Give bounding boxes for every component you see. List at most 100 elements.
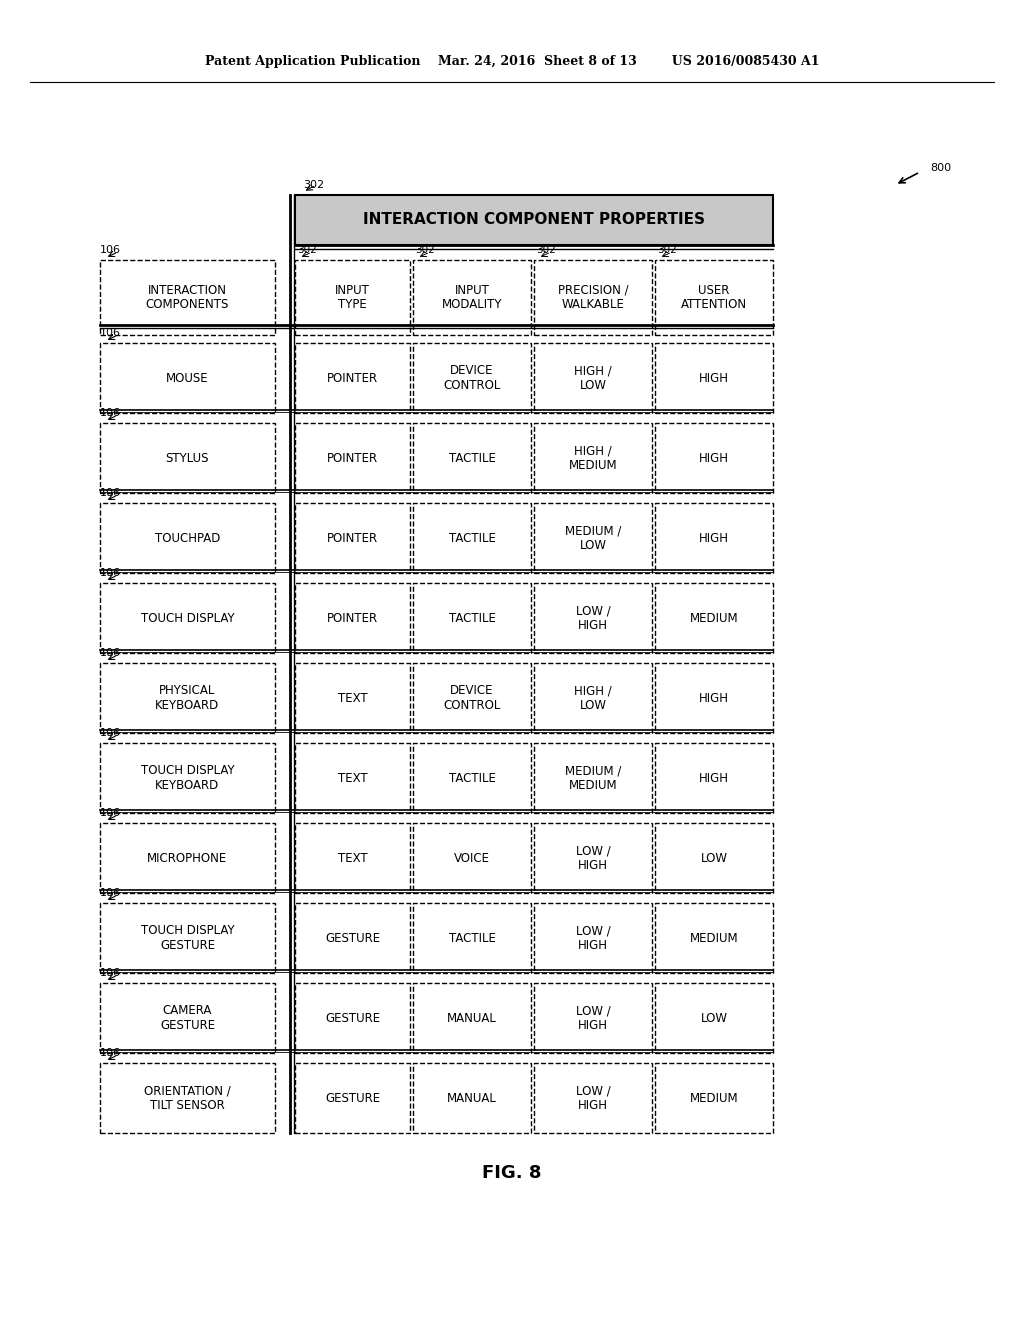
Text: 106: 106 [100,888,121,898]
Text: DEVICE
CONTROL: DEVICE CONTROL [443,364,501,392]
Text: 106: 106 [100,648,121,657]
Bar [413,503,531,573]
Text: TOUCHPAD: TOUCHPAD [155,532,220,544]
Text: TACTILE: TACTILE [449,932,496,945]
Text: 302: 302 [536,246,556,255]
Text: MEDIUM: MEDIUM [690,1092,738,1105]
Text: LOW /
HIGH: LOW / HIGH [575,1005,610,1032]
Text: Patent Application Publication    Mar. 24, 2016  Sheet 8 of 13        US 2016/00: Patent Application Publication Mar. 24, … [205,55,819,69]
Text: 302: 302 [657,246,677,255]
Bar [295,195,773,246]
Text: LOW: LOW [700,851,727,865]
Text: HIGH: HIGH [699,371,729,384]
Text: MOUSE: MOUSE [166,371,209,384]
Bar [655,503,773,573]
Bar [100,743,275,813]
Text: LOW /
HIGH: LOW / HIGH [575,924,610,952]
Bar [413,822,531,894]
Bar [295,343,410,413]
Bar [413,583,531,653]
Text: 106: 106 [100,408,121,418]
Text: 302: 302 [415,246,435,255]
Bar [100,422,275,492]
Text: FIG. 8: FIG. 8 [482,1164,542,1181]
Text: 106: 106 [100,488,121,498]
Bar [413,663,531,733]
Bar [295,422,410,492]
Text: 106: 106 [100,246,121,255]
Bar [534,260,652,335]
Text: ORIENTATION /
TILT SENSOR: ORIENTATION / TILT SENSOR [144,1084,230,1111]
Text: 106: 106 [100,1048,121,1059]
Bar [295,903,410,973]
Text: TACTILE: TACTILE [449,611,496,624]
Text: TEXT: TEXT [338,771,368,784]
Text: LOW /
HIGH: LOW / HIGH [575,843,610,873]
Bar [100,822,275,894]
Text: 106: 106 [100,568,121,578]
Bar [655,903,773,973]
Bar [655,260,773,335]
Text: TEXT: TEXT [338,851,368,865]
Text: 106: 106 [100,729,121,738]
Bar [295,822,410,894]
Bar [295,260,410,335]
Bar [655,583,773,653]
Bar [534,983,652,1053]
Text: TACTILE: TACTILE [449,451,496,465]
Text: POINTER: POINTER [327,371,378,384]
Text: INPUT
MODALITY: INPUT MODALITY [441,284,502,312]
Text: POINTER: POINTER [327,451,378,465]
Text: HIGH: HIGH [699,532,729,544]
Bar [100,1063,275,1133]
Bar [655,983,773,1053]
Bar [534,903,652,973]
Text: MANUAL: MANUAL [447,1011,497,1024]
Text: GESTURE: GESTURE [325,932,380,945]
Bar [413,1063,531,1133]
Text: POINTER: POINTER [327,611,378,624]
Bar [534,343,652,413]
Text: MEDIUM: MEDIUM [690,611,738,624]
Text: HIGH: HIGH [699,692,729,705]
Bar [295,503,410,573]
Text: GESTURE: GESTURE [325,1011,380,1024]
Text: INPUT
TYPE: INPUT TYPE [335,284,370,312]
Bar [655,663,773,733]
Bar [534,583,652,653]
Bar [295,743,410,813]
Text: LOW /
HIGH: LOW / HIGH [575,605,610,632]
Bar [100,583,275,653]
Bar [100,343,275,413]
Text: USER
ATTENTION: USER ATTENTION [681,284,748,312]
Text: HIGH: HIGH [699,451,729,465]
Bar [534,743,652,813]
Bar [413,422,531,492]
Bar [295,1063,410,1133]
Text: PHYSICAL
KEYBOARD: PHYSICAL KEYBOARD [156,684,219,711]
Text: DEVICE
CONTROL: DEVICE CONTROL [443,684,501,711]
Bar [655,743,773,813]
Text: TACTILE: TACTILE [449,532,496,544]
Bar [534,503,652,573]
Bar [413,983,531,1053]
Bar [100,503,275,573]
Bar [655,343,773,413]
Text: MICROPHONE: MICROPHONE [147,851,227,865]
Bar [413,260,531,335]
Bar [100,983,275,1053]
Bar [655,1063,773,1133]
Text: 106: 106 [100,327,121,338]
Text: TOUCH DISPLAY: TOUCH DISPLAY [140,611,234,624]
Text: MANUAL: MANUAL [447,1092,497,1105]
Bar [413,743,531,813]
Bar [534,663,652,733]
Text: PRECISION /
WALKABLE: PRECISION / WALKABLE [558,284,629,312]
Bar [534,822,652,894]
Bar [295,983,410,1053]
Text: INTERACTION
COMPONENTS: INTERACTION COMPONENTS [145,284,229,312]
Bar [413,903,531,973]
Text: HIGH /
LOW: HIGH / LOW [574,684,612,711]
Text: 106: 106 [100,968,121,978]
Text: LOW /
HIGH: LOW / HIGH [575,1084,610,1111]
